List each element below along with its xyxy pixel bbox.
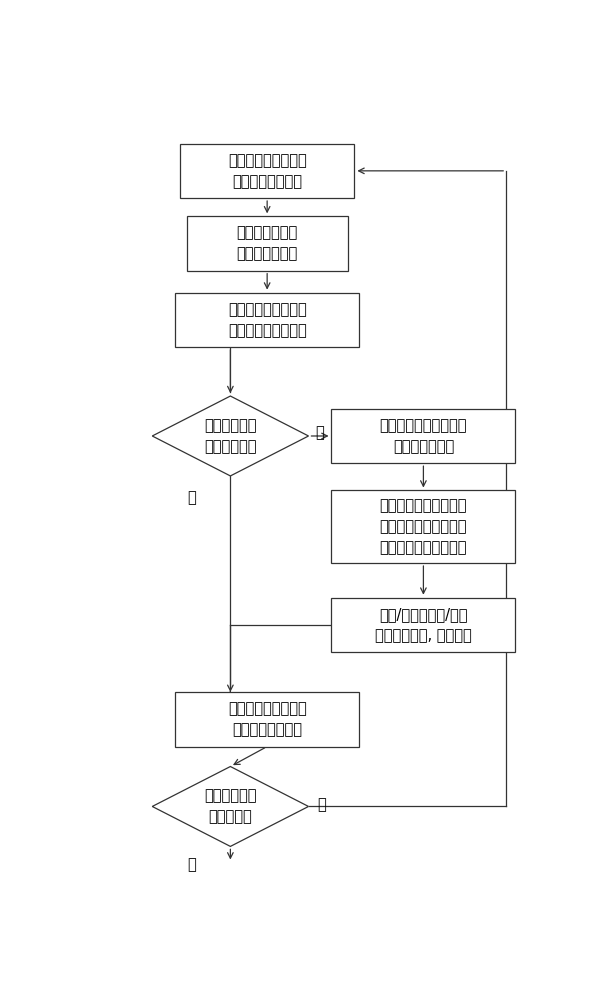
Text: 是: 是 bbox=[318, 797, 327, 812]
Bar bbox=[175, 692, 359, 747]
Text: 用户界面显示当前钻
进信息和控制指令: 用户界面显示当前钻 进信息和控制指令 bbox=[228, 701, 307, 737]
Text: 是: 是 bbox=[315, 425, 324, 440]
Text: 工具面是否超
出设定的阈值: 工具面是否超 出设定的阈值 bbox=[204, 418, 257, 454]
Bar bbox=[331, 409, 515, 463]
Bar bbox=[331, 490, 515, 563]
Polygon shape bbox=[152, 767, 308, 846]
Text: 对钻井系统的多体动力
学模型进行仿真: 对钻井系统的多体动力 学模型进行仿真 bbox=[380, 418, 467, 454]
Text: 否: 否 bbox=[187, 857, 196, 872]
Bar bbox=[180, 144, 355, 198]
Text: 通过用户交互子系统
输入钻井系统信息: 通过用户交互子系统 输入钻井系统信息 bbox=[228, 153, 307, 189]
Text: 用户是否修改
了输入信息: 用户是否修改 了输入信息 bbox=[204, 788, 257, 824]
Text: 顶驱/转盘、游车/大钩
和泥浆泵动作, 继续钻进: 顶驱/转盘、游车/大钩 和泥浆泵动作, 继续钻进 bbox=[375, 607, 472, 643]
Bar bbox=[187, 216, 347, 271]
Bar bbox=[331, 598, 515, 652]
Text: 计算顶驱／转盘所需的
转动的角度、游车／大
钩的位置和泥浆泵泵速: 计算顶驱／转盘所需的 转动的角度、游车／大 钩的位置和泥浆泵泵速 bbox=[380, 498, 467, 555]
Polygon shape bbox=[152, 396, 308, 476]
Text: 动态测量子系统测量
钻井系统的各项信息: 动态测量子系统测量 钻井系统的各项信息 bbox=[228, 302, 307, 338]
Text: 对钻井系统进行
多体动力学建模: 对钻井系统进行 多体动力学建模 bbox=[237, 225, 298, 261]
Bar bbox=[175, 293, 359, 347]
Text: 否: 否 bbox=[187, 490, 196, 505]
